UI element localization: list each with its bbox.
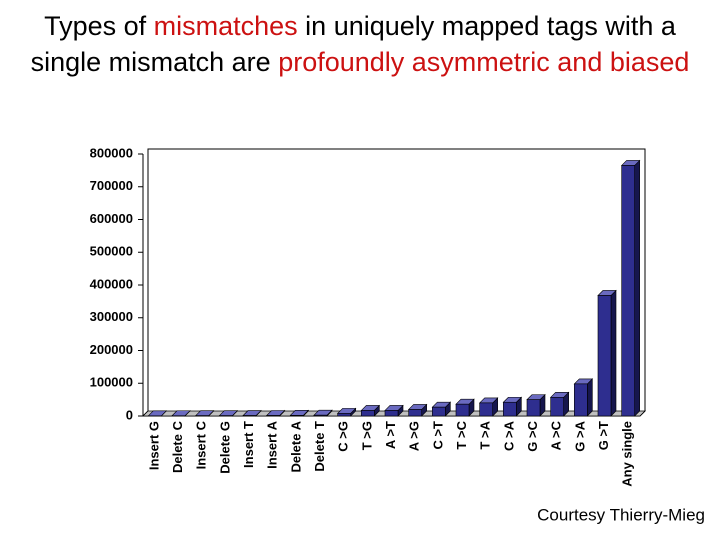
- x-tick-label: Any single: [620, 421, 635, 487]
- x-tick-label: G >A: [572, 420, 587, 451]
- bar-side: [587, 378, 593, 417]
- x-tick-label: Delete G: [217, 421, 232, 474]
- x-tick-label: T >G: [359, 421, 374, 450]
- x-tick-label: C >G: [336, 421, 351, 452]
- x-tick-label: Delete A: [288, 420, 303, 472]
- x-tick-label: C >A: [501, 420, 516, 451]
- bar: [337, 413, 351, 417]
- back-wall: [141, 148, 646, 417]
- bar: [290, 415, 304, 417]
- bar: [432, 406, 446, 417]
- bar: [361, 410, 375, 417]
- x-tick-label: T >A: [478, 420, 493, 449]
- y-tick-label: 0: [126, 407, 133, 422]
- x-tick-label: Insert G: [146, 421, 161, 470]
- y-tick-label: 400000: [90, 276, 133, 291]
- y-tick-label: 500000: [90, 244, 133, 259]
- x-tick-label: A >C: [549, 420, 564, 450]
- x-tick-label: Insert C: [194, 420, 209, 469]
- bar: [621, 165, 635, 417]
- slide-title: Types of mismatches in uniquely mapped t…: [20, 8, 700, 80]
- x-tick-label: A >T: [383, 421, 398, 449]
- x-tick-label: T >C: [454, 420, 469, 449]
- bar-side: [610, 289, 617, 417]
- y-tick-label: 600000: [90, 211, 133, 226]
- title-part: in uniquely mapped tags with a single mi…: [30, 11, 676, 77]
- title-part: mismatches: [153, 11, 298, 41]
- bar: [574, 383, 588, 417]
- footnote: Courtesy Thierry-Mieg: [537, 505, 705, 524]
- x-tick-label: C >T: [430, 421, 445, 450]
- bar: [479, 402, 493, 417]
- title-part: profoundly asymmetric and biased: [278, 47, 690, 77]
- title-part: Types of: [44, 11, 154, 41]
- bar: [526, 399, 541, 417]
- bar-side: [634, 159, 640, 417]
- bar: [597, 295, 612, 417]
- bar: [313, 414, 328, 417]
- y-tick-label: 200000: [90, 342, 133, 357]
- y-tick-label: 700000: [90, 178, 133, 193]
- bar: [503, 401, 517, 417]
- bar: [550, 397, 564, 417]
- bar: [455, 403, 470, 417]
- x-tick-label: Insert A: [265, 420, 280, 469]
- x-tick-label: A >G: [407, 421, 422, 451]
- bar: [408, 409, 422, 417]
- x-tick-label: Delete T: [312, 421, 327, 472]
- x-tick-label: Delete C: [170, 420, 185, 473]
- y-tick-label: 800000: [90, 145, 133, 160]
- y-tick-label: 100000: [90, 375, 133, 390]
- x-tick-label: G >C: [525, 420, 540, 451]
- x-tick-label: G >T: [596, 421, 611, 450]
- bar: [384, 410, 399, 417]
- x-tick-label: Insert T: [241, 421, 256, 468]
- y-tick-label: 300000: [90, 309, 133, 324]
